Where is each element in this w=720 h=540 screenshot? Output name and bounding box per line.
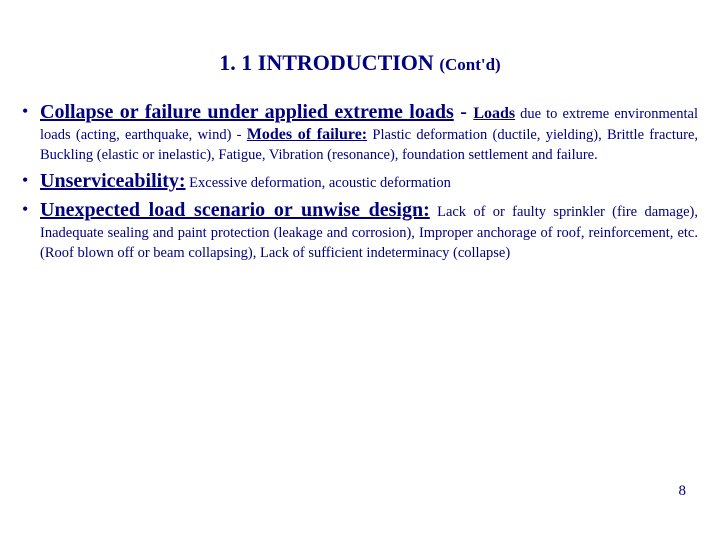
- list-item: Unexpected load scenario or unwise desig…: [22, 198, 698, 263]
- page-number: 8: [679, 483, 687, 500]
- bullet-sublead: Loads: [473, 105, 515, 122]
- bullet-lead: Unexpected load scenario or unwise desig…: [40, 199, 430, 221]
- bullet-lead: Collapse or failure under applied extrem…: [40, 101, 454, 123]
- bullet-body: Excessive deformation, acoustic deformat…: [186, 175, 451, 191]
- page-title: 1. 1 INTRODUCTION (Cont'd): [22, 50, 698, 76]
- list-item: Unserviceability: Excessive deformation,…: [22, 169, 698, 194]
- title-main: 1. 1 INTRODUCTION: [219, 50, 439, 75]
- title-sub: (Cont'd): [439, 55, 500, 74]
- dash: -: [454, 101, 474, 123]
- bullet-list: Collapse or failure under applied extrem…: [22, 100, 698, 263]
- bullet-sublead: Modes of failure:: [247, 126, 367, 143]
- list-item: Collapse or failure under applied extrem…: [22, 100, 698, 165]
- bullet-lead: Unserviceability:: [40, 170, 186, 192]
- slide-page: 1. 1 INTRODUCTION (Cont'd) Collapse or f…: [0, 0, 720, 540]
